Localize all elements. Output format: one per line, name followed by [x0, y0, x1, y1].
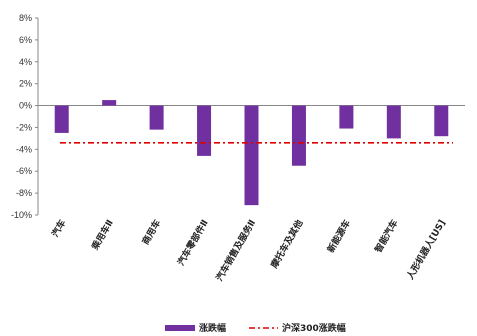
bar — [291, 105, 306, 166]
legend-label-line: 沪深300涨跌幅 — [282, 322, 346, 334]
x-tick-label: 摩托车及其他 — [268, 218, 305, 271]
y-tick-label: -2% — [16, 122, 32, 132]
legend-swatch-bar — [165, 325, 195, 331]
y-tick-label: 2% — [19, 79, 32, 89]
bar — [197, 105, 212, 156]
y-tick-label: -8% — [16, 188, 32, 198]
bar — [386, 105, 401, 139]
bar — [244, 105, 259, 206]
x-axis-labels: 汽车 乘用车Ⅱ 商用车 汽车零部件Ⅱ 汽车销售及服务Ⅱ 摩托车及其他 新能源车 智能汽车 人形机… — [49, 217, 448, 283]
x-tick-label: 智能汽车 — [372, 218, 400, 255]
y-tick-label: 6% — [19, 35, 32, 45]
bar — [54, 105, 69, 133]
bar — [149, 105, 164, 130]
x-tick-label: 乘用车Ⅱ — [88, 217, 115, 252]
x-tick-label: 人形机器人[US] — [403, 218, 447, 283]
y-tick-label: 4% — [19, 57, 32, 67]
x-tick-label: 汽车 — [49, 218, 68, 240]
bars — [54, 100, 449, 206]
x-tick-label: 新能源车 — [325, 218, 353, 255]
x-tick-label: 商用车 — [139, 218, 163, 247]
y-tick-label: -4% — [16, 144, 32, 154]
x-tick-label: 汽车零部件Ⅱ — [175, 217, 211, 267]
y-tick-label: 8% — [19, 13, 32, 23]
bar — [434, 105, 449, 137]
y-tick-label: -6% — [16, 166, 32, 176]
bar — [339, 105, 354, 129]
x-tick-label: 汽车销售及服务Ⅱ — [213, 217, 258, 283]
legend-label-bar: 涨跌幅 — [199, 322, 226, 334]
legend: 涨跌幅 沪深300涨跌幅 — [165, 322, 346, 334]
y-tick-label: -10% — [11, 210, 32, 220]
y-tick-label: 0% — [19, 101, 32, 111]
bar — [102, 100, 117, 106]
